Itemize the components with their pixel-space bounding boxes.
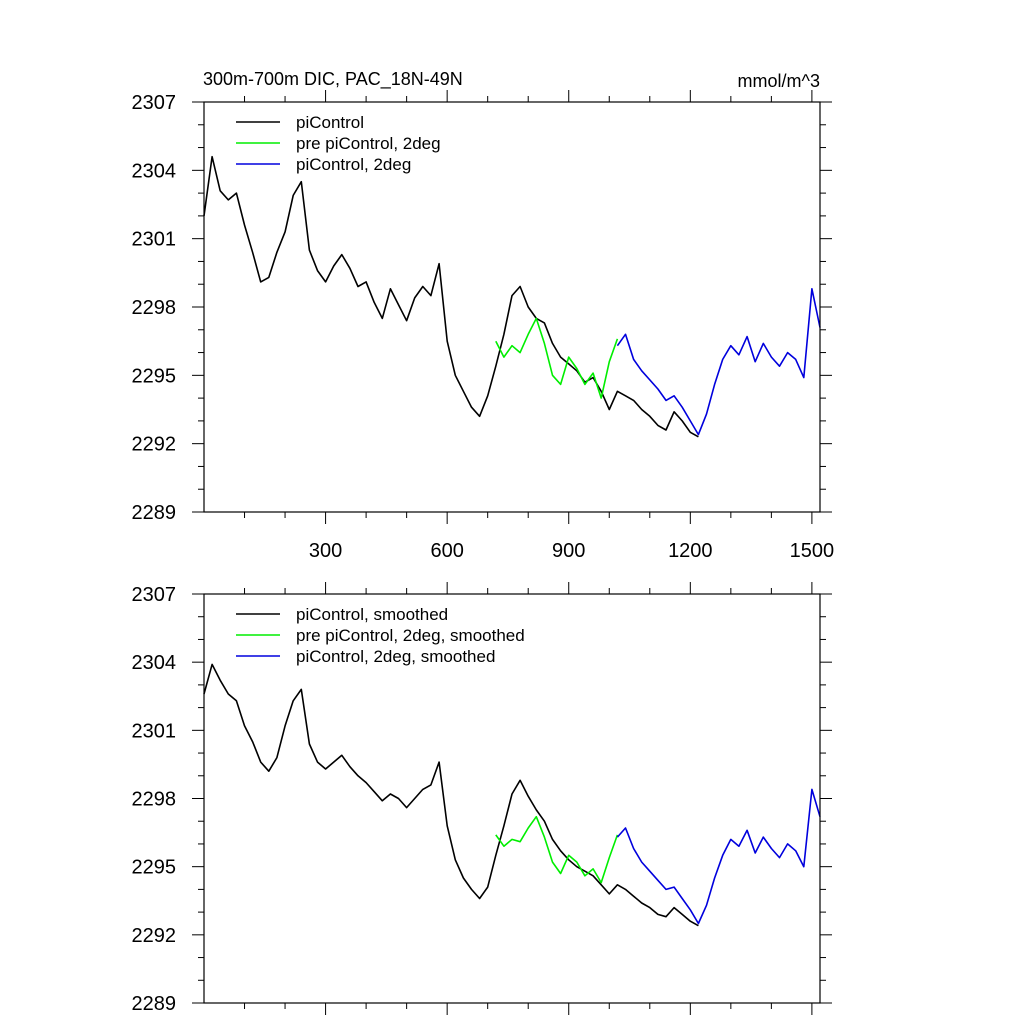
top-xtick-label: 600 [430, 540, 463, 562]
top-ytick-label: 2301 [132, 229, 177, 251]
bottom-legend-label: pre piControl, 2deg, smoothed [296, 626, 525, 645]
bottom-ytick-label: 2307 [132, 584, 177, 606]
top-xtick-label: 300 [309, 540, 342, 562]
top-series-line-3 [616, 288, 821, 436]
top-legend-label: pre piControl, 2deg [296, 134, 441, 153]
bottom-ytick-label: 2295 [132, 857, 177, 879]
bottom-legend-label: piControl, 2deg, smoothed [296, 647, 495, 666]
units-label: mmol/m^3 [738, 71, 820, 91]
bottom-series-line-3 [616, 788, 821, 925]
bottom-ytick-label: 2292 [132, 925, 177, 947]
chart-title: 300m-700m DIC, PAC_18N-49N [203, 69, 463, 90]
bottom-ytick-label: 2298 [132, 789, 177, 811]
bottom-series-line-2 [495, 815, 619, 884]
bottom-ytick-label: 2301 [132, 720, 177, 742]
top-ytick-label: 2304 [132, 160, 177, 182]
top-ytick-label: 2289 [132, 502, 177, 524]
bottom-ytick-label: 2289 [132, 993, 177, 1015]
top-series-line-1 [203, 155, 699, 438]
bottom-series-line-1 [203, 663, 699, 927]
top-ytick-label: 2295 [132, 365, 177, 387]
bottom-panel: 2289 2292 2295 2298 2301 2304 2307 piControl, s… [132, 582, 832, 1015]
top-panel: 2289 2292 2295 2298 2301 2304 2307 300 600 900 120… [132, 90, 835, 562]
bottom-ytick-label: 2304 [132, 652, 177, 674]
top-legend-label: piControl, 2deg [296, 155, 411, 174]
top-xtick-label: 1500 [790, 540, 835, 562]
top-series-line-2 [495, 317, 619, 399]
top-ytick-label: 2307 [132, 92, 177, 114]
top-legend-label: piControl [296, 113, 364, 132]
top-ytick-label: 2292 [132, 434, 177, 456]
top-xtick-label: 900 [552, 540, 585, 562]
top-ytick-label: 2298 [132, 297, 177, 319]
top-xtick-label: 1200 [668, 540, 713, 562]
bottom-legend-label: piControl, smoothed [296, 605, 448, 624]
